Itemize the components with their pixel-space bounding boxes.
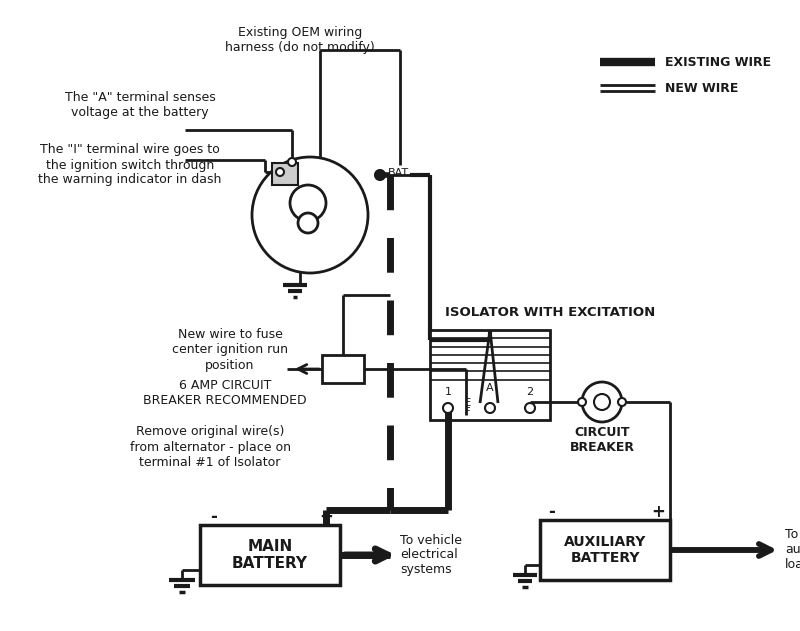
Circle shape <box>276 168 284 176</box>
Text: F: F <box>465 407 471 417</box>
Circle shape <box>288 158 296 166</box>
Circle shape <box>290 185 326 221</box>
Bar <box>200 525 340 585</box>
Text: ISOLATOR WITH EXCITATION: ISOLATOR WITH EXCITATION <box>445 305 655 319</box>
Text: BAT: BAT <box>388 168 409 178</box>
Circle shape <box>375 170 385 180</box>
Bar <box>322 355 364 383</box>
Text: 6 AMP CIRCUIT
BREAKER RECOMMENDED: 6 AMP CIRCUIT BREAKER RECOMMENDED <box>143 379 307 407</box>
Text: E: E <box>465 398 471 408</box>
Text: NEW WIRE: NEW WIRE <box>665 81 738 95</box>
Circle shape <box>298 213 318 233</box>
Text: -: - <box>549 503 555 521</box>
Text: 1: 1 <box>445 387 451 397</box>
Text: Existing OEM wiring
harness (do not modify): Existing OEM wiring harness (do not modi… <box>225 26 375 54</box>
Text: Remove original wire(s)
from alternator - place on
terminal #1 of Isolator: Remove original wire(s) from alternator … <box>130 425 290 468</box>
Circle shape <box>594 394 610 410</box>
Circle shape <box>525 403 535 413</box>
Bar <box>540 520 670 580</box>
Circle shape <box>443 403 453 413</box>
Text: EXISTING WIRE: EXISTING WIRE <box>665 56 771 69</box>
Circle shape <box>252 157 368 273</box>
Text: AUXILIARY
BATTERY: AUXILIARY BATTERY <box>564 535 646 565</box>
Text: -: - <box>210 508 218 526</box>
Text: To
auxiliary
loads: To auxiliary loads <box>785 529 800 572</box>
Text: The "A" terminal senses
voltage at the battery: The "A" terminal senses voltage at the b… <box>65 91 215 119</box>
Text: To vehicle
electrical
systems: To vehicle electrical systems <box>400 533 462 577</box>
Text: 2: 2 <box>526 387 534 397</box>
Text: The "I" terminal wire goes to
the ignition switch through
the warning indicator : The "I" terminal wire goes to the igniti… <box>38 143 222 187</box>
Circle shape <box>618 398 626 406</box>
Circle shape <box>578 398 586 406</box>
Text: New wire to fuse
center ignition run
position: New wire to fuse center ignition run pos… <box>172 329 288 372</box>
Text: CIRCUIT
BREAKER: CIRCUIT BREAKER <box>570 426 634 454</box>
Text: +: + <box>319 508 333 526</box>
Circle shape <box>485 403 495 413</box>
Text: +: + <box>651 503 665 521</box>
Text: A: A <box>486 383 494 393</box>
Bar <box>430 330 550 420</box>
Bar <box>272 163 298 185</box>
Circle shape <box>582 382 622 422</box>
Text: MAIN
BATTERY: MAIN BATTERY <box>232 539 308 571</box>
